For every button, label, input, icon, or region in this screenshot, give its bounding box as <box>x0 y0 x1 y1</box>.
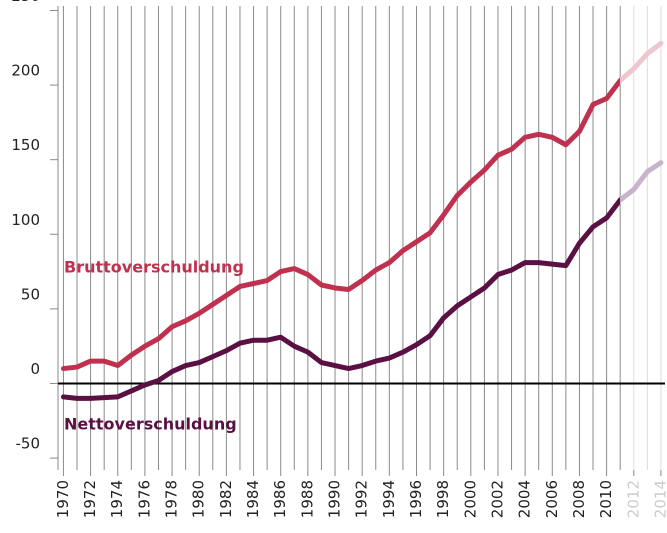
x-tick-label: 2010 <box>597 480 615 518</box>
y-tick-label: 200 <box>11 62 40 80</box>
x-tick-label: 1986 <box>271 480 289 518</box>
x-tick-label: 2008 <box>570 480 588 518</box>
x-tick-label: 1980 <box>190 480 208 518</box>
x-tick-label: 1978 <box>163 480 181 518</box>
x-tick-label: 2004 <box>516 480 534 518</box>
y-tick-label: -50 <box>16 435 41 453</box>
x-tick-label: 1994 <box>380 480 398 518</box>
x-tick-label: 2014 <box>651 480 667 518</box>
x-tick-label: 1998 <box>434 480 452 518</box>
x-tick-label: 1988 <box>298 480 316 518</box>
series-line <box>60 40 664 372</box>
x-tick-label: 1974 <box>108 480 126 518</box>
series-line <box>60 160 664 401</box>
y-tick-label: 150 <box>11 136 40 154</box>
series-label: Bruttoverschuldung <box>64 258 244 277</box>
y-tick-label: 0 <box>30 360 40 378</box>
y-tick-label: 100 <box>11 211 40 229</box>
y-tick-label: 50 <box>21 285 40 303</box>
x-tick-label: 2002 <box>488 480 506 518</box>
x-tick-label: 1996 <box>407 480 425 518</box>
series-label: Nettoverschuldung <box>64 415 237 434</box>
x-tick-label: 1982 <box>217 480 235 518</box>
x-tick-label: 1972 <box>81 480 99 518</box>
x-tick-label: 2006 <box>543 480 561 518</box>
x-tick-label: 1992 <box>353 480 371 518</box>
x-tick-label: 2012 <box>624 480 642 518</box>
x-tick-label: 1976 <box>135 480 153 518</box>
y-tick-label: 250 <box>11 0 40 5</box>
x-tick-label: 2000 <box>461 480 479 518</box>
x-tick-label: 1970 <box>54 480 72 518</box>
x-tick-label: 1990 <box>326 480 344 518</box>
x-tick-label: 1984 <box>244 480 262 518</box>
